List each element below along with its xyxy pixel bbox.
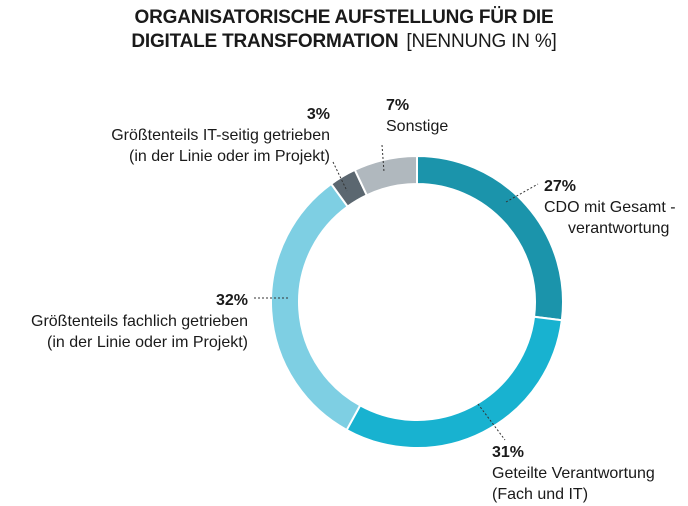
leader-line-it — [332, 161, 348, 192]
label-cdo-line1: CDO mit Gesamt - — [544, 199, 676, 216]
label-fachlich-line1: Größtenteils fachlich getrieben — [31, 313, 248, 330]
leader-line-geteilt — [477, 403, 506, 441]
label-cdo-pct: 27% — [544, 178, 577, 195]
title-line-1: ORGANISATORISCHE AUFSTELLUNG FÜR DIE — [134, 7, 554, 28]
label-sonstige-line1: Sonstige — [386, 118, 449, 135]
title-unit: [NENNUNG IN %] — [406, 31, 557, 52]
label-sonstige-pct: 7% — [386, 97, 410, 114]
label-it-pct: 3% — [306, 106, 330, 123]
label-fachlich-line2: (in der Linie oder im Projekt) — [47, 334, 248, 351]
slice-geteilt — [345, 315, 563, 449]
slice-fachlich — [270, 182, 362, 432]
label-cdo: 27% CDO mit Gesamt - verantwortung — [544, 176, 676, 239]
label-it-line1: Größtenteils IT-seitig getrieben — [111, 127, 330, 144]
slice-cdo — [416, 154, 564, 322]
label-fachlich-pct: 32% — [215, 292, 248, 309]
label-it: 3% Größtenteils IT-seitig getrieben (in … — [111, 104, 330, 167]
label-geteilt-line2: (Fach und IT) — [492, 486, 589, 503]
chart-title: ORGANISATORISCHE AUFSTELLUNG FÜR DIE DIG… — [0, 6, 688, 54]
label-geteilt-line1: Geteilte Verantwortung — [492, 465, 655, 482]
label-it-line2: (in der Linie oder im Projekt) — [129, 148, 330, 165]
label-geteilt-pct: 31% — [492, 444, 525, 461]
label-cdo-line2: verantwortung — [568, 220, 670, 237]
title-line-2: DIGITALE TRANSFORMATION — [131, 31, 399, 52]
slice-sonstige — [353, 154, 418, 197]
label-geteilt: 31% Geteilte Verantwortung (Fach und IT) — [492, 442, 655, 505]
label-sonstige: 7% Sonstige — [386, 95, 448, 137]
leader-line-sonstige — [381, 144, 385, 173]
label-fachlich: 32% Größtenteils fachlich getrieben (in … — [31, 290, 248, 353]
